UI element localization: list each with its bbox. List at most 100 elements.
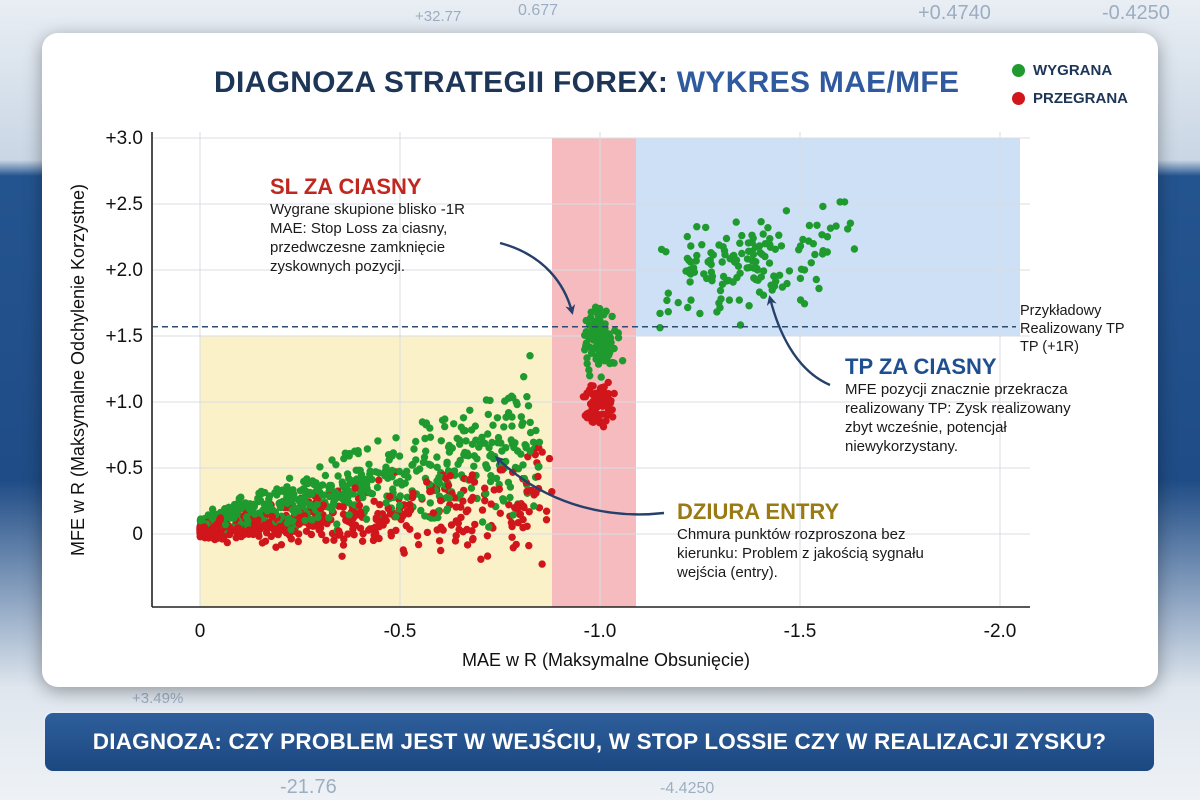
data-point-win xyxy=(708,272,717,281)
data-point-win xyxy=(385,456,393,464)
data-point-win xyxy=(513,447,522,455)
data-point-win xyxy=(603,334,612,342)
chart-title-accent: WYKRES MAE/MFE xyxy=(676,66,960,99)
data-point-win xyxy=(693,251,701,260)
data-point-loss xyxy=(602,417,610,425)
x-axis-label: MAE w R (Maksymalne Obsunięcie) xyxy=(462,650,750,670)
data-point-loss xyxy=(212,532,220,540)
data-point-loss xyxy=(596,417,604,425)
data-point-loss xyxy=(268,513,276,521)
data-point-win xyxy=(517,413,525,421)
data-point-loss xyxy=(370,497,378,505)
data-point-loss xyxy=(387,532,395,540)
annotation-sl-body: Wygrane skupione blisko -1R MAE: Stop Lo… xyxy=(270,201,465,275)
legend-loss-marker xyxy=(1012,91,1025,105)
data-point-loss xyxy=(330,536,338,544)
data-point-win xyxy=(657,245,666,254)
data-point-win xyxy=(581,346,589,354)
bg-ticker: +0.4740 xyxy=(918,2,991,24)
data-point-win xyxy=(702,223,710,232)
data-point-win xyxy=(362,515,371,523)
data-point-win xyxy=(302,487,310,495)
x-tick-label: -0.5 xyxy=(384,621,417,642)
data-point-loss xyxy=(599,423,608,431)
data-point-win xyxy=(321,471,330,480)
data-point-win xyxy=(334,472,342,480)
data-point-loss xyxy=(457,513,465,522)
data-point-win xyxy=(301,516,309,525)
data-point-loss xyxy=(525,508,533,516)
data-point-win xyxy=(764,224,772,232)
data-point-win xyxy=(594,360,603,368)
data-point-loss xyxy=(350,531,358,539)
data-point-win xyxy=(744,239,753,247)
data-point-win xyxy=(752,258,760,266)
data-point-win xyxy=(393,479,401,487)
data-point-loss xyxy=(232,534,240,542)
data-point-win xyxy=(526,418,534,427)
data-point-win xyxy=(412,437,420,446)
data-point-win xyxy=(664,308,672,316)
data-point-loss xyxy=(433,526,441,534)
data-point-loss xyxy=(254,516,262,524)
data-point-win xyxy=(208,514,217,523)
data-point-win xyxy=(715,241,723,249)
data-point-win xyxy=(520,373,528,381)
data-point-win xyxy=(314,513,322,522)
data-point-win xyxy=(757,273,765,281)
data-point-win xyxy=(442,506,451,515)
data-point-loss xyxy=(294,537,302,546)
data-point-loss xyxy=(342,516,350,524)
data-point-win xyxy=(674,298,682,307)
data-point-loss xyxy=(437,546,445,555)
data-point-loss xyxy=(528,486,536,495)
data-point-win xyxy=(753,264,761,273)
data-point-win xyxy=(362,505,370,513)
data-point-loss xyxy=(581,393,590,401)
data-point-win xyxy=(500,423,508,431)
data-point-win xyxy=(265,495,273,503)
data-point-win xyxy=(347,476,355,485)
data-point-win xyxy=(696,309,704,318)
data-point-win xyxy=(758,250,766,259)
data-point-win xyxy=(755,288,764,296)
data-point-win xyxy=(242,502,250,510)
data-point-win xyxy=(797,265,806,273)
data-point-loss xyxy=(481,484,489,492)
data-point-win xyxy=(358,487,367,495)
data-point-loss xyxy=(447,521,456,529)
data-point-win xyxy=(374,437,382,445)
data-point-win xyxy=(819,202,827,211)
data-point-win xyxy=(332,461,340,469)
data-point-loss xyxy=(496,509,504,517)
data-point-win xyxy=(745,263,753,272)
data-point-win xyxy=(489,421,497,429)
data-point-loss xyxy=(386,492,394,501)
data-point-loss xyxy=(261,537,270,545)
data-point-win xyxy=(716,304,724,312)
data-point-win xyxy=(526,447,534,455)
data-point-loss xyxy=(344,530,352,538)
data-point-loss xyxy=(359,530,367,538)
data-point-win xyxy=(365,488,373,496)
data-point-win xyxy=(434,513,442,522)
data-point-loss xyxy=(467,496,475,504)
data-point-win xyxy=(422,447,430,455)
data-point-loss xyxy=(509,544,517,552)
data-point-loss xyxy=(245,526,253,534)
data-point-loss xyxy=(356,508,365,516)
data-point-win xyxy=(809,240,817,248)
data-point-win xyxy=(230,514,238,522)
data-point-loss xyxy=(339,541,348,549)
data-point-win xyxy=(526,352,534,360)
data-point-win xyxy=(799,235,807,244)
data-point-win xyxy=(850,245,859,253)
data-point-win xyxy=(437,437,445,445)
data-point-win xyxy=(254,494,262,503)
data-point-win xyxy=(283,483,291,491)
data-point-win xyxy=(597,373,605,381)
data-point-win xyxy=(456,490,465,498)
data-point-win xyxy=(800,300,809,308)
x-tick-label: 0 xyxy=(195,621,206,642)
data-point-win xyxy=(730,251,738,260)
